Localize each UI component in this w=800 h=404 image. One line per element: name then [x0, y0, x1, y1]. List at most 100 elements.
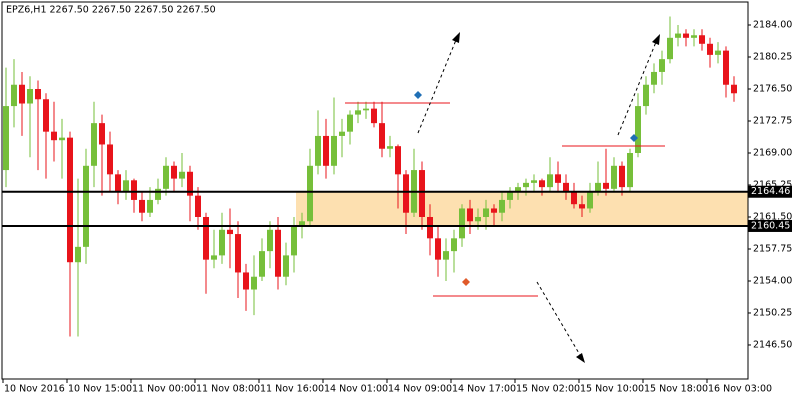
candle-body: [635, 106, 641, 153]
candle-body: [571, 191, 577, 205]
candle-body: [595, 182, 601, 192]
candle-body: [131, 180, 137, 200]
candle-body: [59, 137, 65, 141]
candle-body: [363, 108, 369, 111]
candle-body: [491, 208, 497, 213]
candle-body: [11, 84, 17, 107]
candle-body: [171, 165, 177, 179]
candle-body: [555, 174, 561, 183]
y-tick-label: 2180.25: [753, 52, 792, 63]
candle-body: [531, 180, 537, 183]
x-tick-label: 11 Nov 08:00: [196, 384, 260, 395]
candle-body: [627, 153, 633, 188]
signal-diamond: [414, 91, 422, 99]
candle-body: [707, 43, 713, 55]
candle-body: [643, 84, 649, 107]
candle-body: [715, 50, 721, 55]
candle-body: [307, 165, 313, 222]
candle-body: [315, 135, 321, 166]
candle-body: [299, 221, 305, 226]
x-tick-label: 11 Nov 00:00: [132, 384, 196, 395]
y-tick-label: 2176.50: [753, 84, 792, 95]
candle-body: [139, 199, 145, 213]
y-tick-label: 2172.75: [753, 116, 792, 127]
candle-body: [611, 165, 617, 189]
arrow-head: [452, 32, 460, 43]
candle-body: [451, 238, 457, 252]
candle-body: [731, 84, 737, 94]
candle-body: [227, 229, 233, 235]
candle-body: [107, 144, 113, 175]
candle-body: [443, 251, 449, 260]
candle-body: [523, 182, 529, 188]
candle-body: [91, 123, 97, 166]
y-tick-label: 2161.50: [753, 211, 792, 222]
candle-body: [43, 99, 49, 132]
candle-body: [651, 71, 657, 85]
signal-diamond: [462, 278, 470, 286]
y-tick-label: 2157.75: [753, 243, 792, 254]
candle-body: [235, 234, 241, 273]
candle-body: [539, 180, 545, 188]
x-tick-label: 11 Nov 16:00: [260, 384, 324, 395]
arrow-line: [617, 41, 657, 136]
y-tick-label: 2146.50: [753, 339, 792, 350]
candle-body: [67, 137, 73, 263]
arrow-line: [536, 281, 581, 356]
candle-body: [203, 216, 209, 260]
x-tick-label: 14 Nov 17:00: [452, 384, 516, 395]
candle-body: [507, 191, 513, 200]
level-label: 2164.46: [751, 186, 790, 197]
candle-body: [547, 174, 553, 188]
candle-body: [3, 106, 9, 171]
candle-body: [427, 216, 433, 239]
candle-body: [267, 229, 273, 252]
candle-body: [179, 171, 185, 179]
y-tick-label: 2154.00: [753, 275, 792, 286]
y-tick-label: 2169.00: [753, 148, 792, 159]
candle-body: [515, 187, 521, 192]
candle-body: [483, 208, 489, 217]
candle-body: [403, 174, 409, 213]
candle-body: [19, 84, 25, 104]
arrow-head: [576, 353, 585, 363]
candle-body: [187, 171, 193, 196]
candle-body: [691, 35, 697, 38]
candle-body: [587, 191, 593, 209]
candle-body: [275, 229, 281, 277]
candle-body: [699, 35, 705, 44]
candle-body: [371, 108, 377, 124]
candle-body: [35, 89, 41, 100]
y-tick-label: 2184.00: [753, 20, 792, 31]
plot-layer: [2, 16, 748, 337]
x-tick-label: 15 Nov 10:00: [580, 384, 644, 395]
candle-body: [323, 135, 329, 166]
annotations: [345, 32, 665, 363]
x-tick-label: 10 Nov 15:00: [68, 384, 132, 395]
candle-body: [675, 33, 681, 38]
candle-body: [331, 135, 337, 166]
candle-body: [75, 246, 81, 263]
x-tick-label: 16 Nov 03:00: [708, 384, 772, 395]
candle-body: [51, 131, 57, 141]
candle-body: [99, 123, 105, 145]
candle-body: [123, 180, 129, 192]
candle-body: [379, 123, 385, 149]
candle-body: [163, 165, 169, 189]
candle-body: [683, 33, 689, 38]
candle-body: [467, 208, 473, 222]
chart-title: EPZ6,H1 2267.50 2267.50 2267.50 2267.50: [6, 5, 216, 16]
candle-body: [475, 216, 481, 222]
candle-body: [147, 199, 153, 213]
candle-body: [723, 50, 729, 85]
candle-body: [195, 195, 201, 217]
candle-body: [347, 114, 353, 132]
candle-body: [435, 238, 441, 260]
candle-body: [579, 204, 585, 209]
candle-body: [563, 182, 569, 192]
candle-body: [115, 174, 121, 192]
arrow-head: [652, 34, 660, 45]
candle-body: [659, 59, 665, 72]
zone-layer: [296, 191, 748, 226]
